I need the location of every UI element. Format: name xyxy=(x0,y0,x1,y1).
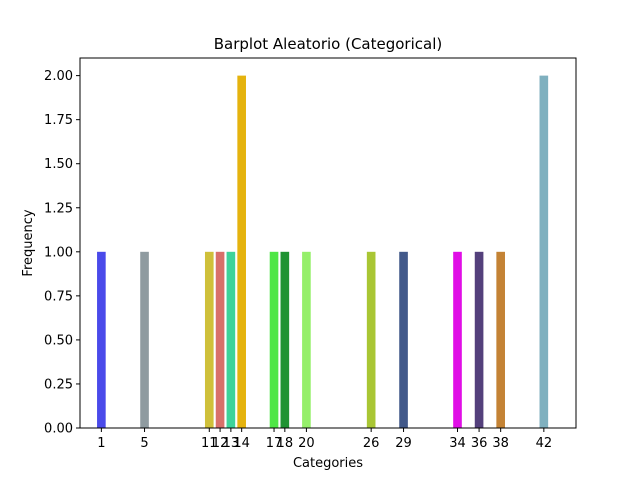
y-tick-label: 0.00 xyxy=(44,422,73,437)
plot-frame xyxy=(79,57,577,429)
x-tick-label: 12 xyxy=(212,436,229,451)
bar-29 xyxy=(399,251,408,428)
x-tick-label: 29 xyxy=(395,436,412,451)
x-tick-label: 34 xyxy=(449,436,466,451)
x-tick-label: 5 xyxy=(140,436,148,451)
x-tick-label: 26 xyxy=(363,436,380,451)
chart-title: Barplot Aleatorio (Categorical) xyxy=(214,35,442,53)
x-axis-label: Categories xyxy=(293,456,363,471)
bar-34 xyxy=(453,251,462,428)
x-tick-label: 11 xyxy=(201,436,218,451)
x-tick-label: 20 xyxy=(298,436,315,451)
bar-5 xyxy=(140,251,149,428)
y-tick-label: 2.00 xyxy=(44,69,73,84)
x-tick-label: 17 xyxy=(266,436,283,451)
y-tick-label: 1.75 xyxy=(44,113,73,128)
y-tick-label: 0.75 xyxy=(44,289,73,304)
bar-38 xyxy=(496,251,505,428)
x-tick-label: 36 xyxy=(471,436,488,451)
y-axis: 0.00 0.25 0.50 0.75 1.00 1.25 1.50 1.75 2.00 xyxy=(44,69,80,437)
bar-13 xyxy=(226,251,236,428)
bars-group xyxy=(97,75,549,429)
y-axis-label: Frequency xyxy=(21,209,36,276)
bar-26 xyxy=(366,251,376,428)
bar-42 xyxy=(539,75,549,429)
x-tick-label: 38 xyxy=(492,436,509,451)
bar-11 xyxy=(204,251,214,428)
y-tick-label: 1.25 xyxy=(44,201,73,216)
x-tick-label: 18 xyxy=(277,436,294,451)
bar-14 xyxy=(237,75,246,429)
x-tick-label: 42 xyxy=(536,436,553,451)
x-tick-label: 1 xyxy=(97,436,105,451)
y-tick-label: 1.50 xyxy=(44,157,73,172)
bar-18 xyxy=(280,251,290,428)
x-tick-label: 13 xyxy=(223,436,240,451)
bar-17 xyxy=(269,251,279,428)
x-tick-label: 14 xyxy=(233,436,250,451)
y-tick-label: 1.00 xyxy=(44,245,73,260)
bar-12 xyxy=(215,251,225,428)
bar-36 xyxy=(474,251,484,428)
y-tick-label: 0.50 xyxy=(44,333,73,348)
bar-1 xyxy=(97,251,106,428)
y-tick-label: 0.25 xyxy=(44,377,73,392)
bar-20 xyxy=(302,251,311,428)
